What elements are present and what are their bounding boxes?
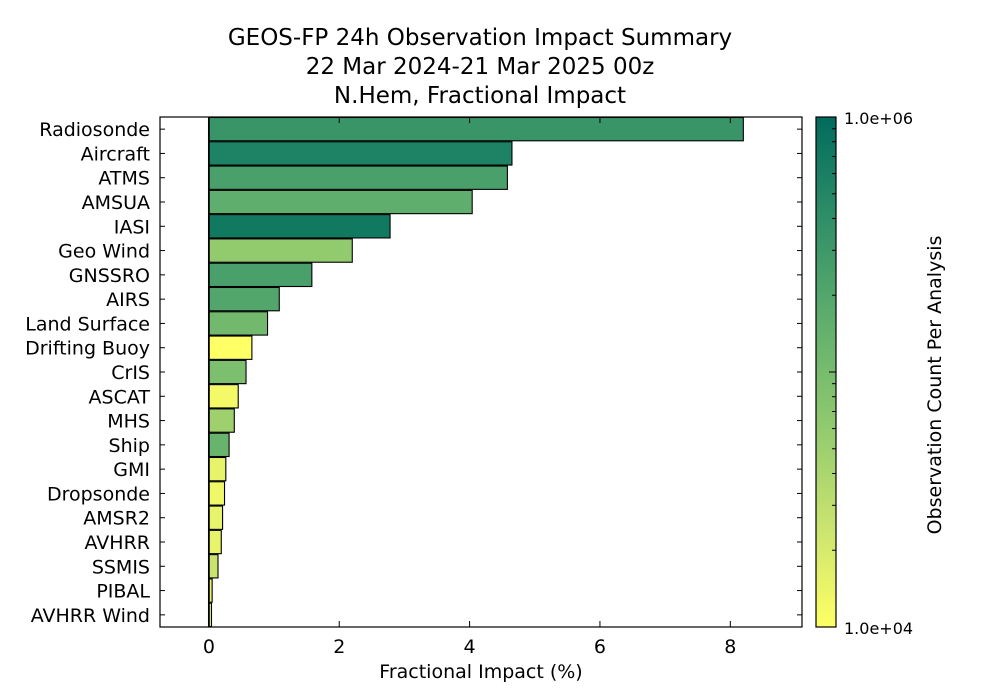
- bar-amsr2: [208, 505, 224, 530]
- bar-dropsonde: [208, 481, 226, 506]
- x-tick-label: 4: [464, 636, 476, 658]
- y-tick-label: CrIS: [111, 362, 150, 384]
- y-tick-label: Aircraft: [81, 143, 150, 165]
- bar-iasi: [208, 214, 391, 239]
- x-tick-label: 0: [203, 636, 215, 658]
- colorbar-ticks: [829, 116, 836, 628]
- y-tick-label: PIBAL: [96, 581, 150, 603]
- y-tick-label: Land Surface: [25, 313, 150, 335]
- y-tick-label: SSMIS: [92, 556, 150, 578]
- y-tick-label: AMSUA: [82, 192, 150, 214]
- bar-drifting-buoy: [208, 335, 253, 360]
- bar-ssmis: [208, 554, 219, 579]
- bar-aircraft: [208, 141, 513, 166]
- chart-title-line-2: 22 Mar 2024-21 Mar 2025 00z: [305, 54, 655, 80]
- x-ticks: 0 2 4 6 8: [203, 117, 736, 658]
- bar-gnssro: [208, 262, 313, 288]
- y-tick-label: ATMS: [98, 168, 150, 190]
- x-tick-label: 8: [724, 636, 736, 658]
- bar-group: [207, 116, 744, 628]
- y-tick-label: IASI: [114, 216, 150, 238]
- colorbar-max-label: 1.0e+06: [844, 109, 914, 128]
- bar-radiosonde: [208, 116, 744, 142]
- colorbar-min-label: 1.0e+04: [844, 619, 914, 638]
- y-tick-label: Geo Wind: [58, 241, 150, 263]
- plot-frame: [159, 116, 803, 628]
- y-tick-label: Ship: [109, 435, 150, 457]
- bar-avhrr: [208, 529, 222, 555]
- x-tick-label: 2: [333, 636, 345, 658]
- y-tick-label: AIRS: [106, 289, 150, 311]
- chart-title-line-3: N.Hem, Fractional Impact: [333, 83, 627, 109]
- y-tick-label: Dropsonde: [47, 483, 150, 505]
- bar-ship: [208, 432, 230, 458]
- bar-land-surface: [208, 311, 269, 336]
- y-tick-label: Drifting Buoy: [25, 338, 150, 360]
- bar-gmi: [208, 456, 227, 482]
- colorbar-label: Observation Count Per Analysis: [924, 235, 946, 535]
- chart-title-line-1: GEOS-FP 24h Observation Impact Summary: [227, 25, 733, 51]
- x-tick-label: 6: [594, 636, 606, 658]
- y-tick-label: AVHRR: [85, 532, 150, 554]
- bar-airs: [208, 286, 280, 312]
- bar-cris: [208, 359, 247, 385]
- y-tick-label: GMI: [113, 459, 150, 481]
- y-tick-label: ASCAT: [89, 386, 151, 408]
- bar-ascat: [208, 384, 239, 409]
- bar-mhs: [208, 408, 235, 433]
- y-tick-label: MHS: [107, 411, 150, 433]
- y-tick-label: AVHRR Wind: [31, 605, 150, 627]
- bar-geo-wind: [208, 238, 353, 263]
- y-tick-label: GNSSRO: [69, 265, 150, 287]
- bar-amsua: [208, 189, 473, 215]
- bar-atms: [208, 165, 508, 190]
- x-axis-label: Fractional Impact (%): [379, 661, 583, 683]
- y-tick-label: Radiosonde: [39, 119, 150, 141]
- y-tick-label: AMSR2: [83, 508, 150, 530]
